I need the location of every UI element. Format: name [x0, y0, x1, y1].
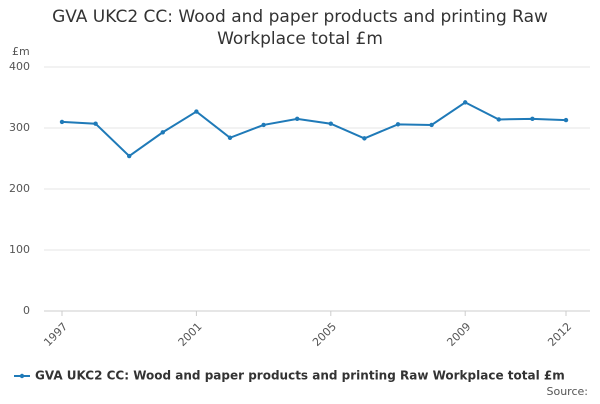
y-tick-label: 400: [9, 60, 30, 73]
y-tick-label: 100: [9, 243, 30, 256]
line: [61, 101, 567, 158]
x-tick-label: 2009: [444, 320, 473, 349]
point: [160, 130, 165, 135]
point: [463, 100, 468, 105]
legend-marker: [19, 373, 25, 379]
x-tick-label: 2005: [310, 320, 339, 349]
point: [530, 116, 535, 122]
point: [496, 117, 501, 122]
x-tick-label: 1997: [41, 320, 70, 349]
x-tick-label: 2001: [176, 320, 205, 349]
x-tick-label: 2012: [545, 320, 574, 349]
source: Source:: [547, 385, 589, 398]
point: [127, 153, 132, 159]
point: [328, 121, 333, 126]
point: [295, 116, 300, 122]
point: [93, 121, 98, 126]
point: [563, 117, 569, 123]
point: [59, 119, 65, 125]
y-axis-label: £m: [12, 45, 30, 58]
legend-label: GVA UKC2 CC: Wood and paper products and…: [35, 369, 565, 383]
point: [395, 122, 401, 127]
point: [227, 135, 233, 140]
y-tick-label: 300: [9, 121, 30, 134]
y-tick-label: 200: [9, 182, 30, 195]
point: [362, 136, 367, 141]
point: [261, 122, 266, 128]
y-tick-label: 0: [23, 304, 30, 317]
chart-title: GVA UKC2 CC: Wood and paper products and…: [52, 7, 548, 49]
point: [429, 122, 434, 128]
point: [194, 109, 199, 114]
